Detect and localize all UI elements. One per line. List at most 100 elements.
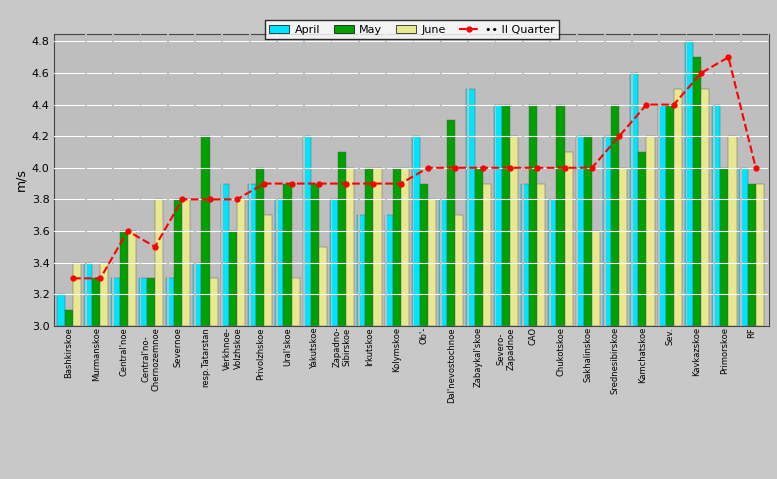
- Bar: [183, 199, 190, 326]
- Bar: [584, 136, 592, 326]
- Bar: [466, 89, 475, 326]
- Bar: [768, 34, 769, 326]
- Bar: [256, 168, 264, 326]
- Bar: [494, 34, 497, 326]
- Bar: [210, 278, 218, 326]
- Bar: [291, 278, 300, 326]
- Bar: [365, 168, 374, 326]
- Bar: [112, 34, 114, 326]
- Bar: [549, 199, 556, 326]
- Bar: [631, 34, 632, 326]
- Bar: [194, 34, 196, 326]
- Bar: [385, 34, 387, 326]
- Y-axis label: m/s: m/s: [15, 168, 27, 191]
- Bar: [276, 34, 278, 326]
- Bar: [357, 215, 365, 326]
- Bar: [358, 34, 360, 326]
- Bar: [237, 199, 245, 326]
- Bar: [439, 199, 448, 326]
- Bar: [221, 34, 223, 326]
- Bar: [502, 104, 510, 326]
- Bar: [84, 262, 92, 326]
- Bar: [467, 34, 469, 326]
- Bar: [111, 278, 120, 326]
- Bar: [319, 247, 327, 326]
- Bar: [428, 199, 436, 326]
- Bar: [57, 294, 65, 326]
- Bar: [728, 136, 737, 326]
- Bar: [248, 183, 256, 326]
- Bar: [385, 215, 392, 326]
- Bar: [413, 34, 414, 326]
- Bar: [666, 104, 674, 326]
- Bar: [455, 215, 463, 326]
- Bar: [284, 183, 291, 326]
- Bar: [140, 34, 141, 326]
- Bar: [657, 104, 666, 326]
- Bar: [493, 104, 502, 326]
- Bar: [537, 183, 545, 326]
- Bar: [611, 104, 619, 326]
- Bar: [139, 278, 147, 326]
- Bar: [747, 183, 756, 326]
- Bar: [604, 34, 605, 326]
- Bar: [740, 168, 747, 326]
- Bar: [685, 41, 693, 326]
- Bar: [166, 278, 174, 326]
- Bar: [330, 199, 338, 326]
- Bar: [264, 215, 272, 326]
- Bar: [440, 34, 441, 326]
- Bar: [65, 310, 73, 326]
- Bar: [685, 34, 688, 326]
- Bar: [311, 183, 319, 326]
- Bar: [147, 278, 155, 326]
- Bar: [565, 152, 573, 326]
- Bar: [639, 152, 646, 326]
- Bar: [193, 262, 201, 326]
- Bar: [603, 136, 611, 326]
- Bar: [120, 231, 127, 326]
- Bar: [713, 104, 720, 326]
- Bar: [92, 278, 100, 326]
- Bar: [374, 168, 382, 326]
- Bar: [100, 262, 109, 326]
- Bar: [713, 34, 715, 326]
- Bar: [510, 136, 518, 326]
- Bar: [658, 34, 660, 326]
- Bar: [420, 183, 428, 326]
- Bar: [448, 120, 455, 326]
- Bar: [701, 89, 709, 326]
- Bar: [412, 136, 420, 326]
- Bar: [475, 168, 483, 326]
- Bar: [201, 136, 210, 326]
- Bar: [577, 34, 578, 326]
- Bar: [228, 231, 237, 326]
- Bar: [630, 73, 639, 326]
- Bar: [155, 199, 163, 326]
- Bar: [646, 136, 654, 326]
- Bar: [346, 168, 354, 326]
- Bar: [331, 34, 333, 326]
- Bar: [720, 168, 728, 326]
- Bar: [338, 152, 346, 326]
- Bar: [619, 168, 627, 326]
- Bar: [249, 34, 250, 326]
- Bar: [483, 183, 491, 326]
- Bar: [401, 168, 409, 326]
- Bar: [521, 183, 529, 326]
- Bar: [85, 34, 87, 326]
- Bar: [576, 136, 584, 326]
- Bar: [693, 57, 701, 326]
- Bar: [522, 34, 524, 326]
- Bar: [740, 34, 742, 326]
- Legend: April, May, June, •• II Quarter: April, May, June, •• II Quarter: [265, 20, 559, 39]
- Bar: [756, 183, 764, 326]
- Bar: [556, 104, 565, 326]
- Bar: [275, 199, 284, 326]
- Bar: [549, 34, 551, 326]
- Bar: [302, 136, 311, 326]
- Bar: [174, 199, 183, 326]
- Bar: [529, 104, 537, 326]
- Bar: [221, 183, 228, 326]
- Bar: [392, 168, 401, 326]
